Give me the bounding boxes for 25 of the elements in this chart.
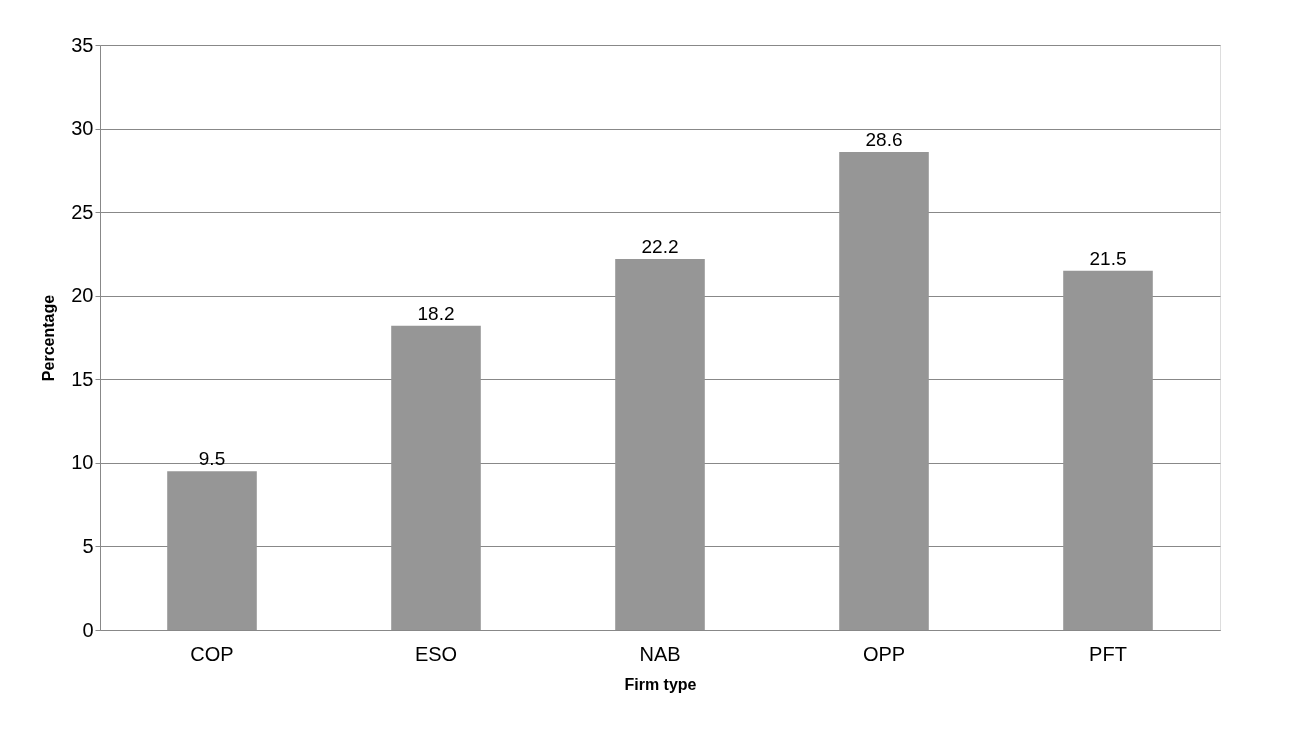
x-tick-label: NAB bbox=[639, 642, 681, 665]
data-label: 9.5 bbox=[198, 448, 226, 470]
y-tick-label: 0 bbox=[82, 618, 94, 641]
y-tick-label: 20 bbox=[71, 284, 94, 307]
bar bbox=[839, 151, 929, 630]
y-tick-label: 15 bbox=[71, 367, 94, 390]
bar bbox=[167, 471, 257, 630]
y-axis-title: Percentage bbox=[40, 294, 58, 382]
x-axis-title: Firm type bbox=[624, 675, 697, 693]
y-tick-label: 5 bbox=[82, 534, 94, 557]
y-tick-label: 30 bbox=[71, 117, 94, 140]
data-label: 22.2 bbox=[641, 235, 679, 257]
data-label: 18.2 bbox=[417, 302, 455, 324]
bar bbox=[1063, 270, 1153, 630]
data-label: 21.5 bbox=[1089, 247, 1127, 269]
y-tick-label: 10 bbox=[71, 451, 94, 474]
bar bbox=[391, 325, 481, 630]
x-tick-label: COP bbox=[190, 642, 234, 665]
x-tick-label: OPP bbox=[862, 642, 906, 665]
y-tick-label: 35 bbox=[71, 33, 94, 56]
x-tick-label: ESO bbox=[414, 642, 458, 665]
y-tick-label: 25 bbox=[71, 200, 94, 223]
data-label: 28.6 bbox=[865, 128, 903, 150]
x-tick-label: PFT bbox=[1089, 642, 1127, 665]
bar bbox=[615, 258, 705, 630]
